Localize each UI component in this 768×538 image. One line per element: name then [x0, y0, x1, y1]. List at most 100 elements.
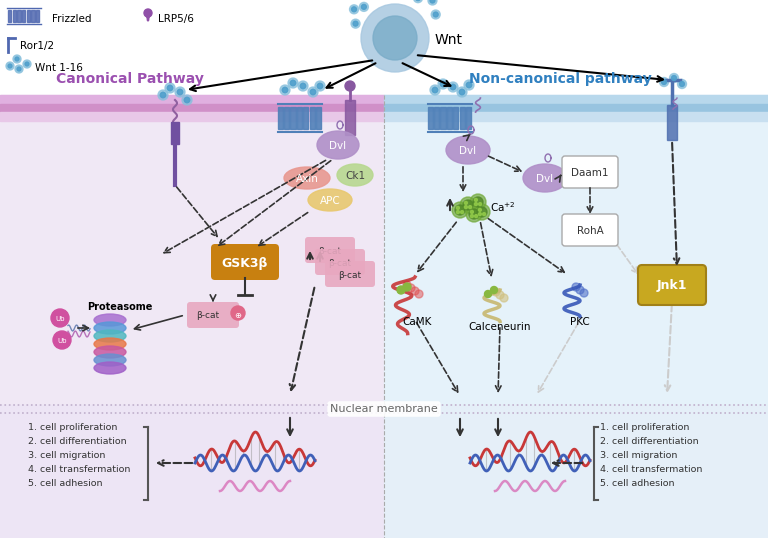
Circle shape	[345, 81, 355, 91]
Circle shape	[470, 194, 486, 210]
Text: Proteasome: Proteasome	[88, 302, 153, 312]
Bar	[316, 107, 321, 129]
Circle shape	[468, 206, 472, 209]
Circle shape	[51, 309, 69, 327]
Circle shape	[352, 7, 356, 12]
Circle shape	[231, 306, 245, 320]
Circle shape	[460, 197, 476, 213]
Text: 5. cell adhesion: 5. cell adhesion	[28, 479, 102, 488]
Text: Wnt 1-16: Wnt 1-16	[35, 63, 83, 73]
Bar	[303, 107, 308, 129]
Bar	[18, 10, 21, 22]
Circle shape	[580, 289, 588, 297]
Ellipse shape	[94, 362, 126, 374]
Circle shape	[660, 77, 668, 87]
Circle shape	[349, 5, 359, 14]
Circle shape	[485, 291, 492, 298]
Text: Ck1: Ck1	[345, 171, 365, 181]
Circle shape	[456, 210, 459, 214]
FancyBboxPatch shape	[305, 237, 355, 263]
Text: Ub: Ub	[58, 338, 67, 344]
Bar	[0, 405, 384, 538]
Text: 4. cell transfermation: 4. cell transfermation	[600, 465, 703, 474]
Circle shape	[478, 208, 482, 211]
Circle shape	[432, 87, 438, 93]
Circle shape	[25, 62, 29, 66]
Circle shape	[144, 9, 152, 17]
Circle shape	[403, 283, 411, 291]
Bar	[171, 122, 179, 144]
Bar	[667, 105, 677, 140]
Ellipse shape	[94, 354, 126, 366]
Text: Daam1: Daam1	[571, 168, 609, 178]
Circle shape	[478, 203, 482, 206]
Text: Dvl: Dvl	[329, 141, 346, 151]
Bar	[384, 104, 768, 112]
Bar	[0, 95, 384, 405]
Circle shape	[475, 203, 478, 206]
Circle shape	[300, 83, 306, 89]
Circle shape	[353, 21, 358, 26]
Bar	[296, 107, 302, 129]
Text: 5. cell adhesion: 5. cell adhesion	[600, 479, 674, 488]
Bar	[290, 107, 296, 129]
Circle shape	[158, 90, 168, 100]
Bar	[428, 107, 433, 129]
Circle shape	[161, 92, 166, 98]
Text: 2. cell differentiation: 2. cell differentiation	[28, 437, 127, 446]
Text: 2. cell differentiation: 2. cell differentiation	[600, 437, 699, 446]
Circle shape	[431, 10, 440, 19]
Circle shape	[500, 294, 508, 302]
Circle shape	[373, 16, 417, 60]
Text: Dvl: Dvl	[536, 174, 554, 184]
Circle shape	[470, 210, 473, 214]
Text: 3. cell migration: 3. cell migration	[600, 451, 677, 460]
Circle shape	[310, 89, 316, 95]
FancyBboxPatch shape	[187, 302, 239, 328]
Text: Ub: Ub	[55, 316, 65, 322]
Text: APC: APC	[319, 196, 340, 206]
Circle shape	[469, 209, 479, 219]
Circle shape	[415, 0, 421, 1]
Bar	[284, 107, 290, 129]
Circle shape	[428, 0, 437, 5]
Text: 1. cell proliferation: 1. cell proliferation	[28, 423, 118, 432]
Bar	[22, 10, 25, 22]
Circle shape	[677, 80, 687, 88]
Text: ⊕: ⊕	[234, 310, 241, 320]
Circle shape	[8, 64, 12, 68]
Circle shape	[184, 97, 190, 103]
Bar	[27, 10, 30, 22]
Circle shape	[430, 0, 435, 3]
Text: Frizzled: Frizzled	[52, 14, 91, 24]
Circle shape	[177, 89, 183, 95]
Bar	[440, 107, 445, 129]
FancyBboxPatch shape	[562, 156, 618, 188]
Circle shape	[17, 67, 21, 71]
Circle shape	[670, 74, 678, 82]
Circle shape	[463, 200, 473, 210]
Text: Canonical Pathway: Canonical Pathway	[56, 72, 204, 86]
Ellipse shape	[94, 330, 126, 342]
Text: β-cat: β-cat	[339, 271, 362, 280]
Ellipse shape	[337, 164, 373, 186]
Bar	[459, 107, 465, 129]
Circle shape	[461, 210, 464, 214]
FancyBboxPatch shape	[562, 214, 618, 246]
Text: PKC: PKC	[570, 317, 590, 327]
Circle shape	[470, 215, 473, 218]
Circle shape	[13, 55, 21, 63]
Circle shape	[576, 286, 584, 294]
Text: Ror1/2: Ror1/2	[20, 41, 54, 51]
Circle shape	[53, 331, 71, 349]
Text: Dvl: Dvl	[459, 146, 477, 156]
Text: Wnt: Wnt	[435, 33, 463, 47]
FancyBboxPatch shape	[211, 244, 279, 280]
Circle shape	[475, 215, 478, 218]
Text: GSK3β: GSK3β	[222, 257, 268, 270]
Bar	[8, 10, 12, 22]
Text: Axin: Axin	[296, 174, 319, 184]
Text: LRP5/6: LRP5/6	[158, 14, 194, 24]
Bar	[278, 107, 283, 129]
Circle shape	[280, 85, 290, 95]
